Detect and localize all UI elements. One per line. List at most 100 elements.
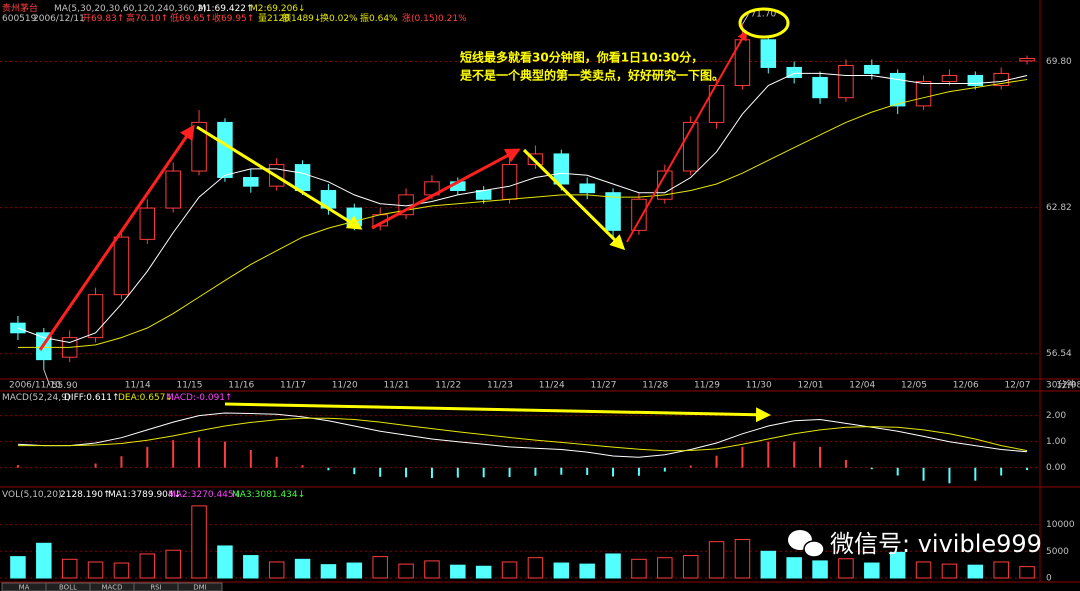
candle-body <box>217 121 233 178</box>
candle-body <box>1019 57 1035 62</box>
indicator-line <box>17 417 1028 452</box>
y-tick-label: 69.80 <box>1046 57 1072 67</box>
diff-label: DIFF:0.611↑ <box>64 393 120 403</box>
m2: M2:69.206↓ <box>250 4 306 14</box>
x-tick-label: 11/30 <box>746 381 772 391</box>
volume-bar <box>36 542 52 579</box>
candle-body <box>812 76 828 99</box>
turnover: 换0.02% <box>320 12 358 24</box>
tab-bar: MA BOLL MACD RSI DMI <box>1 582 223 591</box>
volume-bar <box>372 556 388 579</box>
x-tick-label: 11/28 <box>642 381 668 391</box>
candle-body <box>889 72 906 107</box>
x-tick-label: 11/21 <box>384 381 410 391</box>
y-tick-label: 5000 <box>1046 547 1069 557</box>
volume-bar <box>605 553 621 579</box>
price-header: 贵州茅台 MA(5,30,20,30,60,120,240,360,2) M1:… <box>2 2 306 14</box>
wechat-icon <box>788 530 825 558</box>
vol-last: 2128.190↑ <box>60 490 110 500</box>
y-tick-label: 0.00 <box>1046 463 1066 473</box>
volume-bar <box>682 555 699 579</box>
tab-label[interactable]: BOLL <box>59 584 77 591</box>
x-tick-label: 11/17 <box>280 381 306 391</box>
candle-body <box>605 192 621 231</box>
candle-body <box>915 80 932 107</box>
y-tick-label: 10000 <box>1046 520 1075 530</box>
vol-header: VOL(5,10,20) 2128.190↑ MA1:3789.904↓ MA2… <box>2 490 305 500</box>
price-marker: 71.70 <box>750 10 776 20</box>
volume-bar <box>217 545 233 579</box>
x-tick-label: 12/07 <box>1005 381 1031 391</box>
candle-body <box>760 39 777 68</box>
candle-body <box>631 198 647 231</box>
volume-bar <box>812 560 828 579</box>
vol-ma2: MA2:3270.445↓ <box>168 490 241 500</box>
volume-bar <box>527 557 544 579</box>
volume-bar <box>191 505 207 579</box>
volume: 量2128 <box>258 13 290 24</box>
indicator-line <box>17 79 1028 348</box>
candle-body <box>191 121 207 172</box>
volume-bar <box>10 556 26 579</box>
volume-bar <box>838 558 854 579</box>
candle-body <box>786 66 802 78</box>
x-tick-label: 11/14 <box>125 381 151 391</box>
change: 涨(0.15)0.21% <box>402 13 467 24</box>
tab-label[interactable]: RSI <box>150 584 161 591</box>
volume-bar <box>864 562 880 579</box>
marker-leader <box>43 369 51 386</box>
macd-title: MACD(52,24,9) <box>2 393 70 403</box>
tab-label[interactable]: MA <box>19 584 30 591</box>
volume-bar <box>398 563 414 579</box>
volume-bar <box>165 549 181 579</box>
code: 600519 <box>2 14 37 24</box>
volume-bar <box>320 564 337 579</box>
volume-bar <box>475 565 492 579</box>
candle-body <box>139 207 156 240</box>
volume-bar <box>734 539 751 579</box>
candle-body <box>87 294 104 339</box>
date: 2006/12/11 <box>33 14 85 24</box>
candle-body <box>838 64 854 99</box>
volume-bar <box>294 558 311 579</box>
candle-body <box>165 170 181 209</box>
x-tick-label: 11/24 <box>539 381 565 391</box>
watermark: 微信号: vivible999 <box>830 530 1042 558</box>
x-tick-label: 2006/11/10 <box>9 381 61 391</box>
tab[interactable] <box>177 582 223 591</box>
indicator-line <box>17 72 1028 344</box>
candle-body <box>243 176 259 187</box>
volume-bar <box>450 564 466 579</box>
volume-bar <box>553 562 570 579</box>
volume-bar <box>268 561 285 579</box>
volume-bar <box>579 563 595 579</box>
dea-label: DEA:0.657↓ <box>118 393 173 403</box>
x-tick-label: 11/27 <box>591 381 617 391</box>
amplitude: 振0.64% <box>360 12 398 24</box>
macd-label: MACD:-0.091↑ <box>166 393 233 403</box>
amount: 额1489↓ <box>282 12 321 24</box>
annotation-arrows <box>38 7 790 423</box>
y-tick-label: 62.82 <box>1046 203 1072 213</box>
x-tick-label: 12/05 <box>901 381 927 391</box>
volume-bar <box>889 551 906 579</box>
volume-bar <box>61 558 78 579</box>
x-tick-label: 11/23 <box>487 381 513 391</box>
x-tick-label: 12/04 <box>849 381 875 391</box>
tab-label[interactable]: MACD <box>102 584 123 591</box>
stock-name: 贵州茅台 <box>2 2 38 14</box>
close: 收69.95↑ <box>212 12 254 24</box>
indicator-line <box>17 412 1028 458</box>
tab-label[interactable]: DMI <box>193 584 207 591</box>
annotation-line: 是不是一个典型的第一类卖点，好好研究一下图。 <box>459 68 724 83</box>
candle-body <box>941 74 958 82</box>
quote-header: 600519 2006/12/11 开69.83↑ 高70.10↑ 低69.65… <box>2 12 467 24</box>
vol-ma3: MA3:3081.434↓ <box>232 490 305 500</box>
y-tick-label: 2.00 <box>1046 411 1066 421</box>
price-marker: 55.90 <box>52 381 78 391</box>
vol-ma1: MA1:3789.904↓ <box>108 490 181 500</box>
x-tick-label: 11/29 <box>694 381 720 391</box>
volume-bar <box>1019 566 1035 579</box>
volume-bar <box>501 561 518 579</box>
